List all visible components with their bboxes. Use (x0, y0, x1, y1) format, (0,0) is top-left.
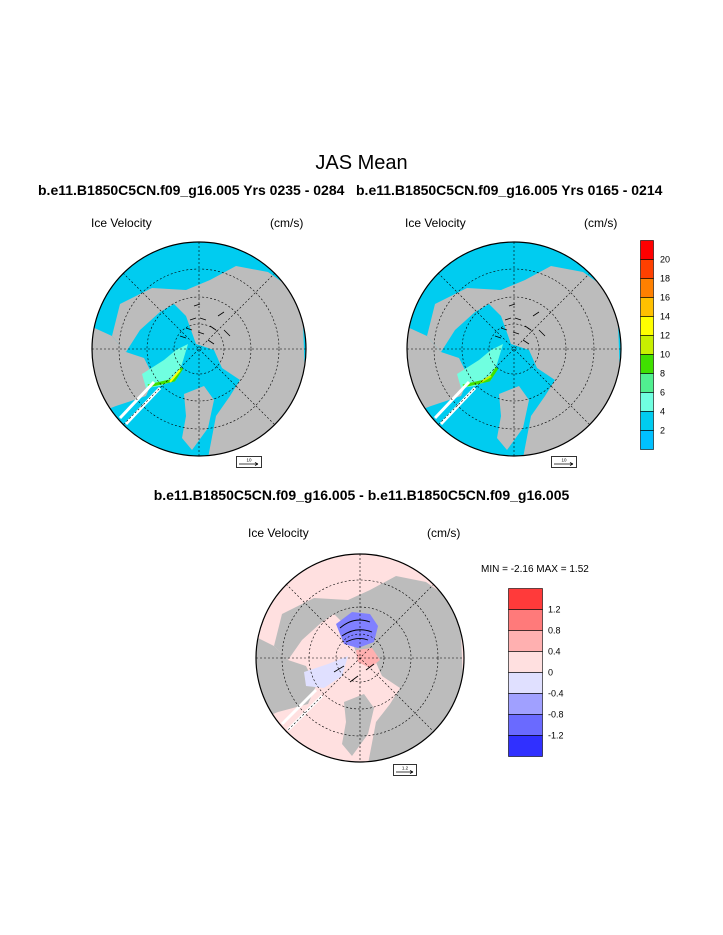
fast-ice-stream (462, 367, 499, 388)
difference-title: b.e11.B1850C5CN.f09_g16.005 - b.e11.B185… (153, 487, 570, 503)
colorbar-cell (640, 240, 654, 260)
difference-colorbar: 1.2 0.8 0.4 0 -0.4 -0.8 -1.2 (508, 588, 564, 757)
fast-ice-stream-core (169, 369, 181, 383)
colorbar-label: 0 (548, 668, 553, 678)
difference-field-label: Ice Velocity (248, 526, 309, 540)
colorbar-label: 14 (660, 312, 670, 322)
colorbar-label: -0.4 (548, 689, 564, 699)
land-greenland (342, 694, 374, 756)
difference-vectors (333, 619, 375, 683)
colorbar-cell (640, 392, 654, 412)
colorbar-cell (508, 651, 543, 673)
difference-reference-vector: 1.2 (393, 764, 417, 776)
colorbar-label: 1.2 (548, 605, 561, 615)
colorbar-cell (640, 411, 654, 431)
main-title: JAS Mean (315, 152, 408, 174)
colorbar-cell (640, 259, 654, 279)
min-max-label: MIN = -2.16 MAX = 1.52 (481, 564, 589, 575)
colorbar-cell (640, 335, 654, 355)
difference-colorbar-labels: 1.2 0.8 0.4 0 -0.4 -0.8 -1.2 (548, 605, 564, 741)
velocity-vectors (179, 303, 231, 345)
difference-units-label: (cm/s) (427, 526, 461, 540)
colorbar-label: 2 (660, 426, 665, 436)
difference-colorbar-cells (508, 588, 543, 757)
right-reference-vector: 10 (551, 456, 577, 468)
colorbar-label: 18 (660, 274, 670, 284)
left-polar-map (91, 241, 307, 457)
colorbar-cell (640, 430, 654, 450)
right-polar-map (406, 241, 622, 457)
difference-reference-value: 1.2 (402, 766, 409, 771)
colorbar-label: 8 (660, 369, 665, 379)
colorbar-label: -1.2 (548, 731, 564, 741)
colorbar-label: 20 (660, 255, 670, 265)
difference-polar-map (255, 553, 465, 763)
colorbar-cell (508, 588, 543, 610)
colorbar-cell (640, 316, 654, 336)
colorbar-cell (508, 630, 543, 652)
colorbar-label: 0.8 (548, 626, 561, 636)
colorbar-cell (508, 672, 543, 694)
colorbar-cell (640, 354, 654, 374)
colorbar-cell (508, 609, 543, 631)
speed-colorbar-labels: 20 18 16 14 12 10 8 6 4 2 (660, 255, 670, 436)
land-greenland (497, 386, 529, 450)
speed-colorbar: 20 18 16 14 12 10 8 6 4 2 (640, 240, 670, 450)
velocity-vectors (494, 303, 546, 345)
land-eurasia (112, 266, 306, 456)
right-panel-title: b.e11.B1850C5CN.f09_g16.005 Yrs 0165 - 0… (356, 182, 663, 198)
graticule (92, 242, 306, 456)
left-reference-vector: 10 (236, 456, 262, 468)
colorbar-cell (640, 278, 654, 298)
left-field-label: Ice Velocity (91, 216, 152, 230)
fast-ice-stream-core (480, 375, 492, 383)
left-reference-value: 10 (246, 458, 252, 463)
colorbar-cell (640, 297, 654, 317)
graticule (407, 242, 621, 456)
colorbar-label: 10 (660, 350, 670, 360)
speed-colorbar-cells (640, 240, 654, 450)
colorbar-label: 16 (660, 293, 670, 303)
colorbar-label: 0.4 (548, 647, 561, 657)
graticule (256, 554, 464, 762)
left-panel-title: b.e11.B1850C5CN.f09_g16.005 Yrs 0235 - 0… (38, 182, 345, 198)
land-north-america (256, 636, 316, 722)
left-units-label: (cm/s) (270, 216, 304, 230)
land-eurasia (274, 576, 464, 762)
land-greenland (182, 386, 214, 450)
colorbar-label: 4 (660, 407, 665, 417)
colorbar-cell (508, 693, 543, 715)
colorbar-cell (508, 735, 543, 757)
colorbar-label: -0.8 (548, 710, 564, 720)
right-reference-value: 10 (561, 458, 567, 463)
colorbar-cell (508, 714, 543, 736)
colorbar-label: 12 (660, 331, 670, 341)
colorbar-cell (640, 373, 654, 393)
right-units-label: (cm/s) (584, 216, 618, 230)
land-eurasia (427, 266, 621, 456)
colorbar-label: 6 (660, 388, 665, 398)
right-field-label: Ice Velocity (405, 216, 466, 230)
